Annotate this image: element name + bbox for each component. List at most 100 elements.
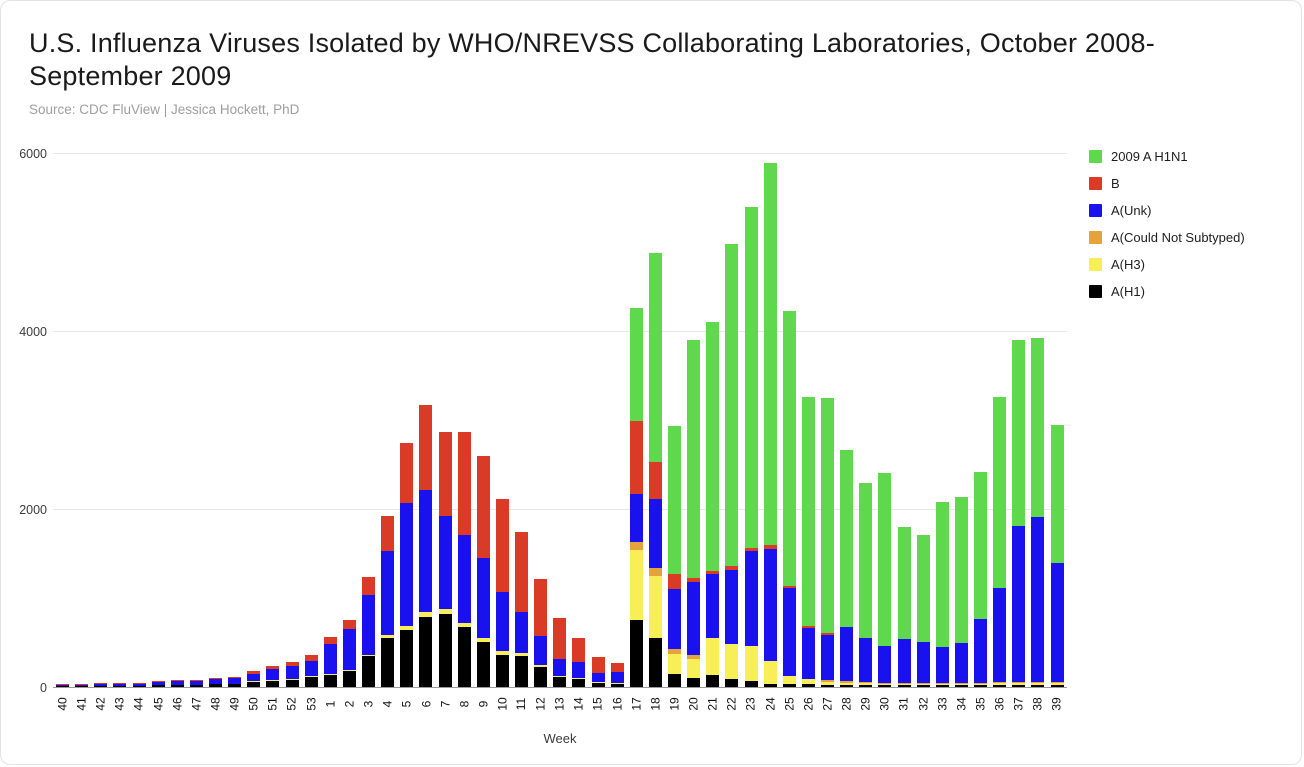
segment-a-h1--week-21[interactable]: [706, 674, 720, 687]
segment-a-unk--week-10[interactable]: [495, 592, 509, 652]
segment-a-h3--week-7[interactable]: [438, 608, 452, 614]
segment-a-h1--week-46[interactable]: [170, 684, 184, 687]
segment-a-h1--week-39[interactable]: [1050, 684, 1064, 687]
segment-a-unk--week-32[interactable]: [916, 641, 930, 683]
segment-a-h1--week-8[interactable]: [457, 626, 471, 687]
bar-week-48[interactable]: [206, 153, 225, 687]
segment-a-unk--week-42[interactable]: [94, 684, 108, 686]
segment-a-h1--week-34[interactable]: [954, 685, 968, 687]
segment-a-h1--week-4[interactable]: [381, 638, 395, 687]
bar-week-29[interactable]: [856, 153, 875, 687]
segment-a-unk--week-11[interactable]: [515, 611, 529, 654]
segment-a-could-not-subtyped--week-39[interactable]: [1050, 681, 1064, 684]
bar-week-27[interactable]: [818, 153, 837, 687]
segment-a-h1--week-42[interactable]: [94, 686, 108, 687]
segment-b-week-15[interactable]: [591, 656, 605, 674]
segment-a-h3--week-2[interactable]: [342, 669, 356, 671]
segment-2009-a-h1n1-week-39[interactable]: [1050, 424, 1064, 564]
segment-b-week-42[interactable]: [94, 683, 108, 685]
segment-b-week-26[interactable]: [801, 626, 815, 628]
bar-week-42[interactable]: [91, 153, 110, 687]
segment-a-unk--week-51[interactable]: [266, 669, 280, 680]
segment-a-h1--week-43[interactable]: [113, 685, 127, 687]
segment-b-week-13[interactable]: [553, 618, 567, 660]
segment-b-week-43[interactable]: [113, 682, 127, 684]
segment-b-week-52[interactable]: [285, 662, 299, 666]
bar-week-20[interactable]: [684, 153, 703, 687]
segment-a-h3--week-50[interactable]: [247, 681, 261, 683]
segment-a-unk--week-27[interactable]: [821, 634, 835, 680]
segment-2009-a-h1n1-week-18[interactable]: [648, 253, 662, 463]
segment-b-week-24[interactable]: [763, 545, 777, 549]
segment-a-h3--week-38[interactable]: [1031, 683, 1045, 685]
segment-a-unk--week-3[interactable]: [362, 595, 376, 655]
segment-b-week-49[interactable]: [228, 677, 242, 679]
segment-a-unk--week-13[interactable]: [553, 659, 567, 677]
segment-a-h1--week-12[interactable]: [534, 666, 548, 687]
segment-b-week-4[interactable]: [381, 515, 395, 551]
segment-a-could-not-subtyped--week-38[interactable]: [1031, 681, 1045, 684]
segment-b-week-9[interactable]: [476, 456, 490, 558]
segment-b-week-16[interactable]: [610, 662, 624, 672]
segment-b-week-44[interactable]: [132, 682, 146, 684]
segment-a-h3--week-19[interactable]: [668, 654, 682, 675]
segment-a-h3--week-16[interactable]: [610, 683, 624, 685]
segment-a-h3--week-17[interactable]: [629, 549, 643, 621]
segment-a-h3--week-18[interactable]: [648, 576, 662, 639]
segment-a-h1--week-29[interactable]: [859, 685, 873, 687]
segment-a-h3--week-11[interactable]: [515, 653, 529, 656]
segment-a-could-not-subtyped--week-19[interactable]: [668, 649, 682, 655]
segment-a-h1--week-33[interactable]: [935, 685, 949, 687]
segment-a-unk--week-22[interactable]: [725, 569, 739, 644]
segment-a-h3--week-9[interactable]: [476, 637, 490, 642]
segment-a-unk--week-26[interactable]: [801, 627, 815, 680]
segment-a-h1--week-45[interactable]: [151, 685, 165, 687]
segment-a-unk--week-14[interactable]: [572, 662, 586, 679]
segment-a-unk--week-8[interactable]: [457, 534, 471, 623]
segment-a-unk--week-50[interactable]: [247, 673, 261, 682]
segment-2009-a-h1n1-week-36[interactable]: [993, 397, 1007, 589]
segment-a-could-not-subtyped--week-32[interactable]: [916, 682, 930, 684]
bar-week-1[interactable]: [321, 153, 340, 687]
bar-week-33[interactable]: [933, 153, 952, 687]
segment-a-unk--week-41[interactable]: [75, 684, 89, 686]
bar-week-30[interactable]: [875, 153, 894, 687]
segment-a-h1--week-50[interactable]: [247, 682, 261, 687]
segment-b-week-50[interactable]: [247, 670, 261, 674]
segment-a-h1--week-6[interactable]: [419, 616, 433, 687]
segment-a-h1--week-32[interactable]: [916, 685, 930, 687]
bar-week-15[interactable]: [589, 153, 608, 687]
segment-2009-a-h1n1-week-23[interactable]: [744, 206, 758, 549]
segment-a-h3--week-37[interactable]: [1012, 683, 1026, 685]
segment-a-unk--week-47[interactable]: [189, 680, 203, 685]
segment-a-unk--week-15[interactable]: [591, 673, 605, 682]
segment-a-h3--week-4[interactable]: [381, 634, 395, 639]
segment-a-could-not-subtyped--week-29[interactable]: [859, 681, 873, 684]
segment-b-week-27[interactable]: [821, 633, 835, 635]
bar-week-35[interactable]: [971, 153, 990, 687]
segment-a-h1--week-37[interactable]: [1012, 684, 1026, 687]
bar-week-4[interactable]: [378, 153, 397, 687]
segment-b-week-45[interactable]: [151, 680, 165, 682]
segment-a-h1--week-17[interactable]: [629, 620, 643, 687]
segment-b-week-18[interactable]: [648, 462, 662, 500]
bar-week-44[interactable]: [130, 153, 149, 687]
segment-a-h3--week-27[interactable]: [821, 681, 835, 686]
bar-week-50[interactable]: [244, 153, 263, 687]
segment-a-h3--week-30[interactable]: [878, 683, 892, 686]
bar-week-23[interactable]: [742, 153, 761, 687]
segment-a-unk--week-17[interactable]: [629, 494, 643, 542]
segment-2009-a-h1n1-week-34[interactable]: [954, 497, 968, 643]
segment-2009-a-h1n1-week-38[interactable]: [1031, 338, 1045, 518]
bar-week-25[interactable]: [780, 153, 799, 687]
bar-week-43[interactable]: [110, 153, 129, 687]
segment-a-unk--week-30[interactable]: [878, 645, 892, 683]
segment-a-unk--week-49[interactable]: [228, 678, 242, 684]
segment-a-unk--week-29[interactable]: [859, 637, 873, 682]
segment-2009-a-h1n1-week-28[interactable]: [840, 450, 854, 628]
segment-b-week-17[interactable]: [629, 420, 643, 495]
segment-b-week-19[interactable]: [668, 574, 682, 590]
segment-a-h1--week-23[interactable]: [744, 680, 758, 687]
segment-a-unk--week-18[interactable]: [648, 499, 662, 568]
segment-a-h1--week-25[interactable]: [782, 684, 796, 687]
